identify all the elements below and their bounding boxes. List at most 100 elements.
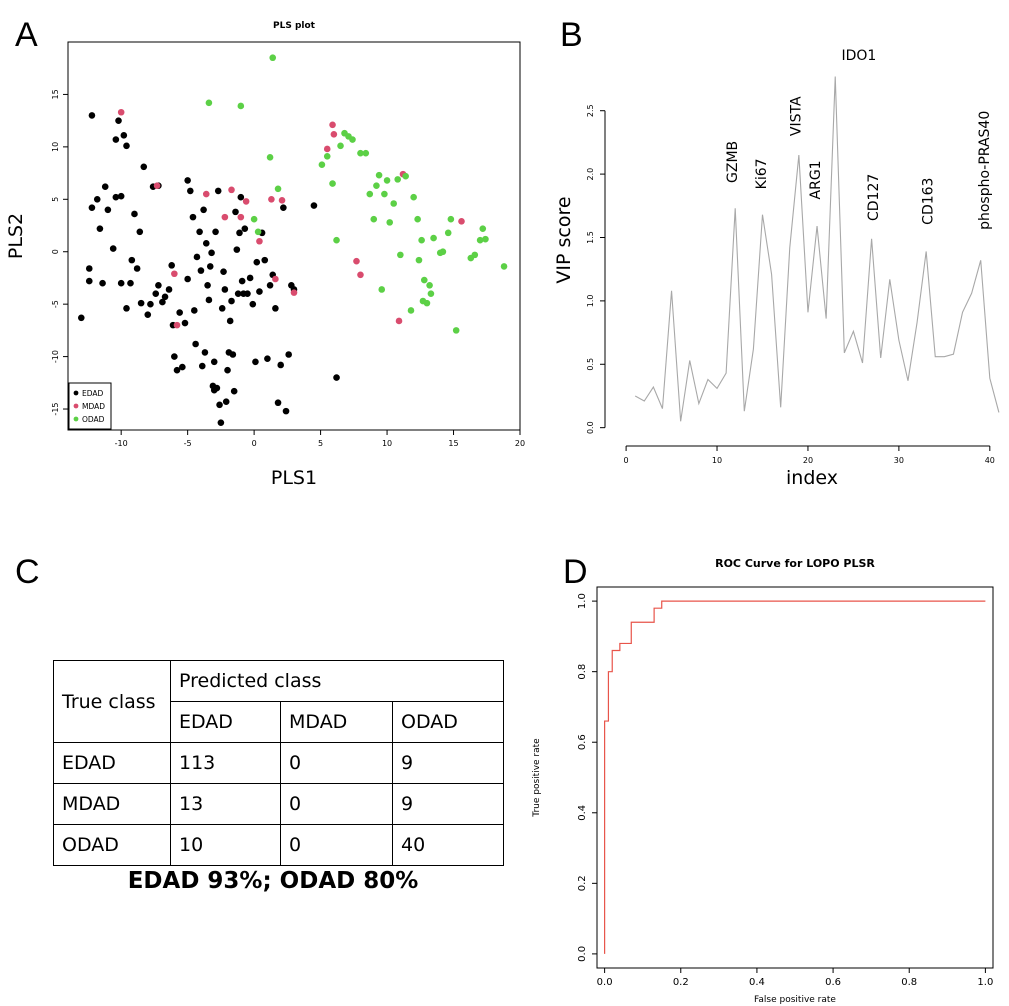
data-point-mdad — [458, 218, 465, 225]
marker-label: ARG1 — [808, 160, 824, 199]
data-point-edad — [184, 177, 191, 184]
data-point-edad — [159, 298, 166, 306]
data-point-mdad — [272, 275, 279, 283]
y-tick-label: 0.0 — [577, 946, 588, 962]
data-point-edad — [220, 268, 227, 275]
y-tick-label: 1.5 — [586, 231, 595, 244]
y-tick-label: 15 — [51, 89, 60, 99]
data-point-edad — [222, 398, 230, 405]
data-point-edad — [85, 265, 93, 272]
data-point-edad — [171, 353, 178, 360]
marker-label: CD163 — [921, 178, 937, 225]
true-class-header: True class — [53, 660, 171, 743]
roc-curve-chart: ROC Curve for LOPO PLSR 0.0 0.2 0.4 0.6 0.8 1.… — [532, 557, 994, 1005]
data-point-odad — [378, 286, 386, 293]
data-point-odad — [237, 102, 245, 110]
data-point-odad — [386, 219, 394, 226]
table-cell: 9 — [392, 742, 504, 784]
row-label: MDAD — [53, 783, 171, 825]
data-point-odad — [329, 180, 336, 187]
marker-label: VISTA — [789, 96, 805, 136]
plot-frame — [67, 41, 521, 431]
data-point-mdad — [290, 289, 298, 296]
table-row: ODAD 10 0 40 — [53, 824, 504, 866]
data-point-edad — [246, 274, 254, 282]
data-point-edad — [168, 262, 175, 269]
x-tick-label: 0 — [624, 456, 629, 465]
data-point-mdad — [117, 108, 125, 116]
data-point-edad — [210, 358, 218, 366]
data-point-mdad — [153, 182, 161, 189]
data-point-edad — [161, 293, 169, 301]
table-cell: 13 — [170, 783, 281, 825]
y-axis-label: True positive rate — [532, 738, 542, 818]
y-tick-label: 0.5 — [586, 358, 595, 371]
data-point-edad — [93, 195, 101, 203]
data-point-edad — [176, 309, 183, 316]
data-point-edad — [272, 305, 279, 312]
data-point-mdad — [256, 237, 263, 245]
table-row: MDAD 13 0 9 — [53, 783, 504, 825]
data-point-odad — [337, 142, 344, 150]
data-point-edad — [131, 210, 138, 218]
y-tick-label: 0.2 — [577, 875, 588, 891]
data-point-odad — [383, 177, 391, 184]
data-point-edad — [152, 290, 160, 297]
data-point-odad — [420, 276, 428, 284]
data-point-edad — [333, 374, 340, 381]
x-tick-label: 15 — [448, 439, 458, 448]
x-tick-label: 0.8 — [901, 977, 917, 988]
data-point-odad — [390, 200, 398, 207]
data-point-edad — [85, 277, 93, 285]
data-point-mdad — [357, 271, 364, 279]
panel-label-b: B — [560, 16, 583, 54]
data-point-mdad — [242, 198, 250, 205]
y-tick-label: 1.0 — [586, 295, 595, 308]
data-point-edad — [244, 290, 251, 297]
x-tick-label: 30 — [894, 456, 904, 465]
data-point-edad — [214, 187, 222, 195]
data-point-edad — [112, 136, 120, 143]
x-tick-label: 5 — [318, 439, 323, 448]
data-point-odad — [471, 251, 479, 259]
data-point-edad — [218, 305, 226, 312]
data-point-edad — [117, 192, 125, 200]
data-point-mdad — [329, 121, 336, 129]
data-point-odad — [414, 215, 421, 223]
roc-curve-line — [604, 600, 986, 954]
data-point-edad — [238, 277, 246, 285]
data-point-edad — [237, 193, 245, 201]
data-point-edad — [201, 349, 209, 356]
data-point-mdad — [330, 130, 338, 138]
legend-label: EDAD — [82, 389, 104, 398]
data-point-edad — [233, 246, 241, 253]
x-tick-label: 0 — [252, 439, 257, 448]
data-point-edad — [236, 229, 243, 237]
table-cell: 9 — [392, 783, 504, 825]
data-point-odad — [323, 153, 331, 160]
data-point-edad — [137, 299, 145, 307]
panel-label-a: A — [15, 16, 38, 54]
data-point-edad — [104, 206, 112, 214]
marker-label: CD127 — [866, 174, 882, 221]
data-point-edad — [144, 311, 152, 318]
y-tick-label: 2.5 — [586, 104, 595, 117]
x-axis-label: False positive rate — [754, 995, 836, 1005]
row-label: EDAD — [53, 742, 171, 784]
data-point-edad — [213, 384, 221, 392]
data-point-edad — [204, 281, 211, 289]
data-point-edad — [229, 351, 237, 358]
data-point-edad — [261, 256, 269, 264]
data-point-edad — [181, 319, 189, 327]
data-point-edad — [96, 225, 104, 232]
column-header: MDAD — [280, 701, 393, 743]
x-tick-label: 0.2 — [673, 977, 689, 988]
data-point-edad — [217, 419, 225, 426]
x-tick-label: 10 — [712, 456, 722, 465]
panel-label-d: D — [563, 553, 588, 591]
data-point-mdad — [278, 197, 286, 204]
data-point-edad — [226, 317, 234, 325]
data-point-edad — [198, 362, 206, 370]
data-point-edad — [249, 300, 257, 308]
data-point-edad — [310, 202, 318, 209]
